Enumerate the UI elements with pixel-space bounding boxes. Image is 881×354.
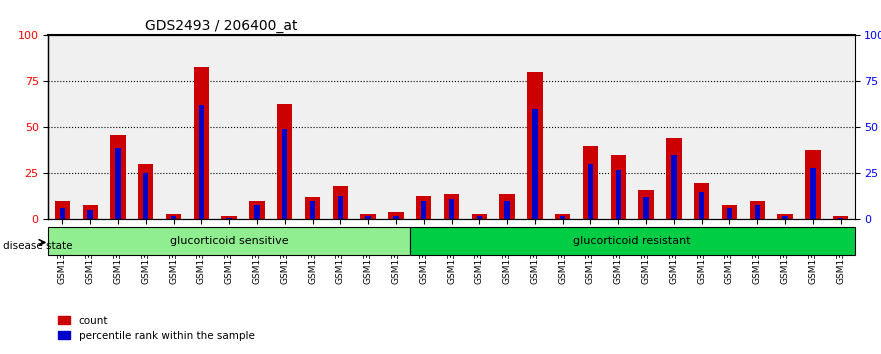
Bar <box>560 216 566 219</box>
Text: GDS2493 / 206400_at: GDS2493 / 206400_at <box>145 19 298 33</box>
Bar <box>805 149 820 219</box>
Bar <box>171 216 176 219</box>
Bar <box>527 72 543 219</box>
Text: glucorticoid resistant: glucorticoid resistant <box>574 236 691 246</box>
Bar <box>777 214 793 219</box>
Bar <box>138 164 153 219</box>
Text: disease state: disease state <box>3 241 72 251</box>
Bar <box>360 214 376 219</box>
Bar <box>115 148 121 219</box>
Bar <box>448 199 455 219</box>
Bar <box>500 194 515 219</box>
FancyBboxPatch shape <box>48 227 410 255</box>
Bar <box>666 138 682 219</box>
Bar <box>694 183 709 219</box>
Bar <box>416 195 432 219</box>
Bar <box>782 216 788 219</box>
Bar <box>60 209 65 219</box>
Legend: count, percentile rank within the sample: count, percentile rank within the sample <box>54 312 259 345</box>
Bar <box>255 205 260 219</box>
Bar <box>611 155 626 219</box>
Bar <box>699 192 705 219</box>
Bar <box>505 201 510 219</box>
FancyBboxPatch shape <box>410 227 855 255</box>
Bar <box>471 214 487 219</box>
Bar <box>282 129 287 219</box>
Bar <box>833 216 848 219</box>
Bar <box>616 170 621 219</box>
Bar <box>310 201 315 219</box>
Bar <box>671 155 677 219</box>
Bar <box>755 205 760 219</box>
Bar <box>278 103 292 219</box>
Bar <box>532 109 537 219</box>
Bar <box>477 216 482 219</box>
Bar <box>221 216 237 219</box>
Bar <box>110 135 126 219</box>
Bar <box>421 201 426 219</box>
Bar <box>393 216 398 219</box>
Bar <box>226 218 232 219</box>
Bar <box>333 186 348 219</box>
Bar <box>366 216 371 219</box>
Bar <box>198 105 204 219</box>
Bar <box>727 209 732 219</box>
Bar <box>444 194 459 219</box>
Bar <box>750 201 765 219</box>
Bar <box>643 198 648 219</box>
Bar <box>166 214 181 219</box>
Bar <box>249 201 264 219</box>
Bar <box>722 205 737 219</box>
Bar <box>838 218 843 219</box>
Bar <box>143 173 148 219</box>
Bar <box>389 212 403 219</box>
Bar <box>87 210 93 219</box>
Bar <box>194 67 209 219</box>
Bar <box>55 201 70 219</box>
Bar <box>337 195 343 219</box>
Bar <box>555 214 570 219</box>
Bar <box>583 146 598 219</box>
Bar <box>811 168 816 219</box>
Bar <box>83 205 98 219</box>
Bar <box>305 198 320 219</box>
Bar <box>588 164 593 219</box>
Text: glucorticoid sensitive: glucorticoid sensitive <box>170 236 288 246</box>
Bar <box>639 190 654 219</box>
